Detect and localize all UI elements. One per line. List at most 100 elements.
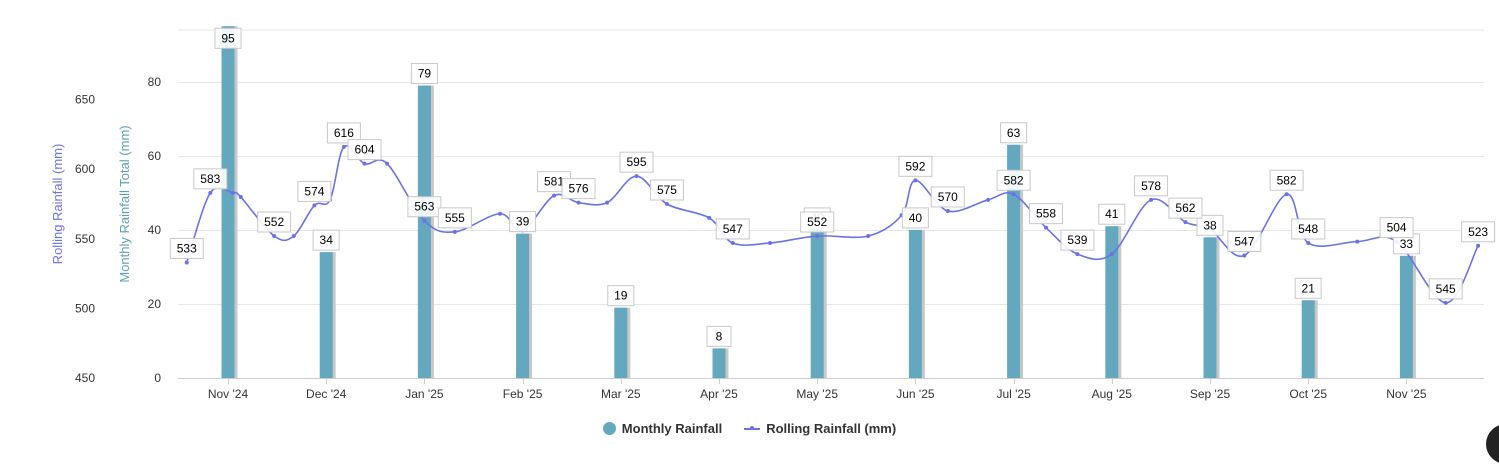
line-point: [1242, 253, 1247, 258]
line-data-label: 575: [649, 179, 684, 201]
right-axis-title: Monthly Rainfall Total (mm): [117, 125, 132, 282]
line-point: [1443, 300, 1448, 305]
bar-series: [221, 26, 1416, 378]
line-point: [238, 195, 243, 200]
bar-data-label: 39: [509, 211, 537, 233]
line-data-label: 552: [257, 211, 292, 233]
line-point: [452, 229, 457, 234]
data-label-text: 34: [320, 233, 334, 247]
data-label-box: [1294, 277, 1322, 299]
x-axis-tick-label: Aug '25: [1092, 387, 1133, 401]
line-point: [291, 234, 296, 239]
bar: [1007, 144, 1021, 378]
bar: [1399, 255, 1413, 378]
line-data-label: 548: [1291, 218, 1326, 240]
data-label-text: 79: [418, 67, 432, 81]
legend-line-marker-icon: [744, 425, 761, 430]
bar: [1301, 300, 1315, 378]
data-label-text: 592: [905, 159, 925, 173]
data-label-box: [649, 179, 684, 201]
data-label-box: [561, 178, 596, 200]
x-axis-tick-label: Feb '25: [503, 387, 543, 401]
data-label-box: [1098, 203, 1126, 225]
data-label-text: 582: [1277, 173, 1297, 187]
data-label-text: 33: [1400, 237, 1414, 251]
bar: [319, 252, 333, 378]
line-data-label: 539: [1060, 229, 1095, 251]
data-label-text: 95: [221, 31, 235, 45]
line-data-label: 574: [297, 180, 332, 202]
x-axis: Nov '24 Dec '24 Jan '25 Feb '25 Mar '25 Apr '…: [208, 378, 1427, 401]
bar-data-label: 79: [410, 63, 438, 85]
x-axis-tick-label: Jun '25: [896, 387, 935, 401]
line-point: [552, 193, 557, 198]
data-label-box: [347, 139, 382, 161]
data-label-text: 570: [938, 190, 958, 204]
data-label-text: 604: [354, 143, 374, 157]
data-label-text: 21: [1302, 281, 1316, 295]
legend-item-monthly-rainfall[interactable]: Monthly Rainfall: [602, 421, 722, 436]
data-label-box: [1134, 175, 1169, 197]
line-data-label: 616: [326, 122, 361, 144]
line-point: [945, 208, 950, 213]
x-axis-tick-label: Dec '24: [306, 387, 347, 401]
data-label-box: [996, 169, 1031, 191]
data-label-text: 578: [1141, 179, 1161, 193]
line-data-label: 570: [930, 186, 965, 208]
bar: [908, 229, 922, 378]
data-label-box: [326, 122, 361, 144]
data-label-text: 576: [569, 182, 589, 196]
line-data-label: 547: [1227, 231, 1262, 253]
left-axis-tick-label: 550: [75, 232, 95, 246]
line-point: [634, 174, 639, 179]
right-axis: 0 20 40 60 80: [148, 75, 162, 385]
rainfall-chart: 450 500 550 600 650 0 20 40 60 80 Rolling Rainfa…: [50, 26, 1496, 401]
line-point: [1149, 197, 1154, 202]
bar-data-label: 21: [1294, 277, 1322, 299]
line-point: [362, 161, 367, 166]
data-label-text: 547: [723, 222, 743, 236]
data-label-box: [901, 207, 929, 229]
line-data-label: 582: [996, 169, 1031, 191]
left-axis: 450 500 550 600 650: [75, 93, 95, 385]
data-label-box: [257, 211, 292, 233]
data-label-text: 8: [716, 329, 723, 343]
data-label-box: [607, 285, 635, 307]
right-axis-tick-label: 80: [148, 75, 162, 89]
x-axis-tick-label: May '25: [796, 387, 838, 401]
data-label-box: [619, 151, 654, 173]
line-data-label: 582: [1269, 169, 1304, 191]
data-label-box: [715, 218, 750, 240]
line-point: [866, 234, 871, 239]
line-point: [498, 211, 503, 216]
line-point: [913, 178, 918, 183]
x-axis-tick-label: Jul '25: [996, 387, 1031, 401]
line-data-label: 504: [1379, 217, 1414, 239]
bar: [712, 348, 726, 378]
bar-data-label: 95: [214, 27, 242, 49]
line-point: [664, 202, 669, 206]
data-label-box: [1196, 214, 1224, 236]
left-axis-tick-label: 450: [75, 371, 95, 385]
right-axis-tick-label: 40: [148, 223, 162, 237]
right-axis-tick-label: 60: [148, 149, 162, 163]
data-label-text: 504: [1387, 221, 1407, 235]
line-data-label: 533: [169, 237, 204, 259]
left-axis-tick-label: 600: [75, 162, 95, 176]
line-point: [208, 190, 213, 195]
data-label-text: 19: [614, 289, 628, 303]
left-axis-title: Rolling Rainfall (mm): [50, 144, 65, 265]
line-data-label: 595: [619, 151, 654, 173]
data-label-text: 581: [544, 175, 564, 189]
data-label-box: [297, 180, 332, 202]
legend-item-rolling-rainfall[interactable]: Rolling Rainfall (mm): [744, 421, 896, 436]
line-data-label: 545: [1428, 278, 1463, 300]
x-axis-tick-label: Apr '25: [700, 387, 738, 401]
data-label-text: 575: [657, 183, 677, 197]
data-label-text: 63: [1007, 126, 1021, 140]
data-label-text: 39: [516, 215, 530, 229]
data-label-box: [1168, 197, 1203, 219]
line-data-label: 555: [437, 207, 472, 229]
legend: Monthly Rainfall Rolling Rainfall (mm): [0, 421, 1499, 436]
data-label-box: [1029, 203, 1064, 225]
